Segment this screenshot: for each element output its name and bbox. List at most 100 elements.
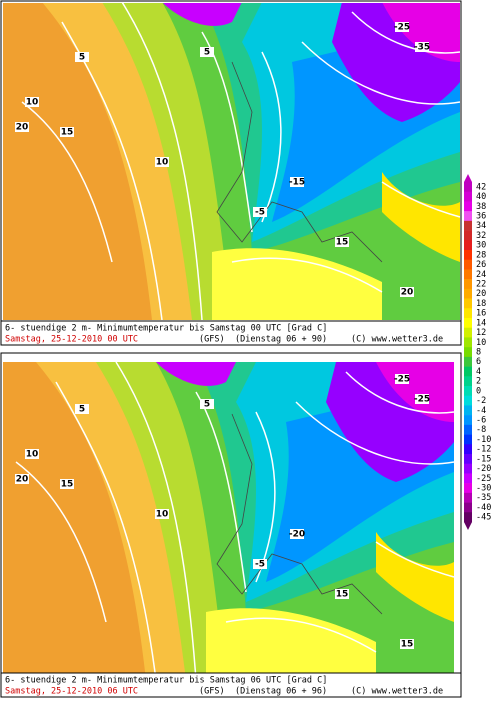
isotherm bbox=[301, 41, 461, 105]
contour-label: 15 bbox=[336, 238, 349, 248]
legend-arrow-top bbox=[464, 174, 472, 182]
contour-label: 10 bbox=[156, 158, 169, 168]
legend-label: -4 bbox=[476, 406, 486, 416]
isotherm bbox=[61, 21, 163, 321]
contour-label-bg bbox=[253, 559, 267, 569]
legend-label: 0 bbox=[476, 386, 481, 396]
contour-label-bg bbox=[60, 127, 74, 137]
contour-label-bg bbox=[415, 394, 429, 404]
map-panel: 10 15 5 10 20 5 -5 -25 -25 15 15 -20 6- stuendige 2 … bbox=[0, 352, 462, 698]
contour-label-bg bbox=[395, 374, 409, 384]
legend-swatch bbox=[464, 201, 472, 212]
legend-label: -40 bbox=[476, 503, 491, 513]
legend-label: 4 bbox=[476, 367, 481, 377]
contour-label: -20 bbox=[289, 530, 305, 540]
temperature-area bbox=[156, 362, 236, 386]
contour-label-bg bbox=[75, 52, 89, 62]
contour-label-bg bbox=[335, 237, 349, 247]
contour-label-bg bbox=[400, 287, 414, 297]
legend-swatch bbox=[464, 250, 472, 261]
contour-label: 20 bbox=[16, 123, 29, 133]
legend-label: 38 bbox=[476, 202, 486, 212]
contour-label-bg bbox=[75, 404, 89, 414]
caption-run: (Dienstag 06 + 96) bbox=[235, 687, 327, 697]
legend-swatch bbox=[464, 473, 472, 484]
legend-label: 34 bbox=[476, 221, 486, 231]
contour-label: -25 bbox=[394, 23, 410, 33]
map-field: 10 15 5 10 20 5 -5 -25 -35 15 20 -15 bbox=[3, 3, 461, 321]
caption-run: (Dienstag 06 + 90) bbox=[235, 335, 327, 345]
legend-swatch bbox=[464, 279, 472, 290]
caption-model: (GFS) bbox=[199, 687, 225, 697]
isotherm bbox=[115, 361, 197, 673]
caption-title: 6- stuendige 2 m- Minimumtemperatur bis … bbox=[5, 324, 327, 334]
legend-label: 40 bbox=[476, 192, 486, 202]
contour-label-bg bbox=[200, 399, 214, 409]
legend-label: 32 bbox=[476, 231, 486, 241]
legend-label: 20 bbox=[476, 289, 486, 299]
isotherm bbox=[295, 401, 455, 465]
legend-label: -12 bbox=[476, 445, 491, 455]
legend-swatch bbox=[464, 211, 472, 222]
contour-label: 15 bbox=[336, 590, 349, 600]
legend-label: -15 bbox=[476, 454, 491, 464]
legend-label: -45 bbox=[476, 513, 491, 523]
isotherm bbox=[195, 391, 247, 593]
legend-label: -25 bbox=[476, 474, 491, 484]
legend-label: 36 bbox=[476, 212, 486, 222]
legend-swatch bbox=[464, 240, 472, 251]
caption-date: Samstag, 25-12-2010 06 UTC bbox=[5, 687, 138, 697]
contour-label: 5 bbox=[79, 405, 85, 415]
legend-label: -20 bbox=[476, 464, 491, 474]
contour-label-bg bbox=[25, 449, 39, 459]
legend-swatch bbox=[464, 298, 472, 309]
contour-label-bg bbox=[335, 589, 349, 599]
contour-label-bg bbox=[15, 474, 29, 484]
legend-arrow-bottom bbox=[464, 522, 472, 530]
contour-label-bg bbox=[25, 97, 39, 107]
legend-swatch bbox=[464, 376, 472, 387]
legend-label: 28 bbox=[476, 250, 486, 260]
isotherm bbox=[345, 371, 455, 414]
legend-swatch bbox=[464, 269, 472, 280]
legend-label: -35 bbox=[476, 493, 491, 503]
contour-label-bg bbox=[290, 529, 304, 539]
legend-swatch bbox=[464, 259, 472, 270]
contour-label: 15 bbox=[401, 640, 414, 650]
contour-label: 15 bbox=[61, 480, 74, 490]
contour-label: 10 bbox=[26, 98, 39, 108]
map-panel: 10 15 5 10 20 5 -5 -25 -35 15 20 -15 6- stuendige 2 … bbox=[0, 0, 462, 346]
legend-swatch bbox=[464, 405, 472, 416]
isotherm bbox=[55, 381, 156, 673]
map-field: 10 15 5 10 20 5 -5 -25 -25 15 15 -20 bbox=[3, 361, 455, 673]
contour-label-bg bbox=[155, 157, 169, 167]
legend-swatch bbox=[464, 347, 472, 358]
legend-label: 14 bbox=[476, 318, 486, 328]
legend-swatch bbox=[464, 454, 472, 465]
legend-label: 42 bbox=[476, 182, 486, 192]
contour-label-bg bbox=[395, 22, 409, 32]
temperature-area bbox=[382, 3, 460, 62]
contour-label-bg bbox=[400, 639, 414, 649]
contour-label: 15 bbox=[61, 128, 74, 138]
legend-label: -10 bbox=[476, 435, 491, 445]
legend-swatch bbox=[464, 395, 472, 406]
legend-swatch bbox=[464, 444, 472, 455]
legend-swatch bbox=[464, 288, 472, 299]
legend-swatch bbox=[464, 191, 472, 202]
legend-label: 10 bbox=[476, 338, 486, 348]
contour-label: -35 bbox=[414, 43, 430, 53]
legend-label: -8 bbox=[476, 425, 486, 435]
legend-swatch bbox=[464, 356, 472, 367]
legend-swatch bbox=[464, 318, 472, 329]
contour-label: -5 bbox=[255, 208, 265, 218]
legend-label: 26 bbox=[476, 260, 486, 270]
legend-label: 22 bbox=[476, 280, 486, 290]
temperature-area bbox=[206, 608, 376, 673]
legend-swatch bbox=[464, 415, 472, 426]
legend-swatch bbox=[464, 463, 472, 474]
legend-label: 12 bbox=[476, 328, 486, 338]
legend-swatch bbox=[464, 492, 472, 503]
legend-swatch bbox=[464, 182, 472, 193]
